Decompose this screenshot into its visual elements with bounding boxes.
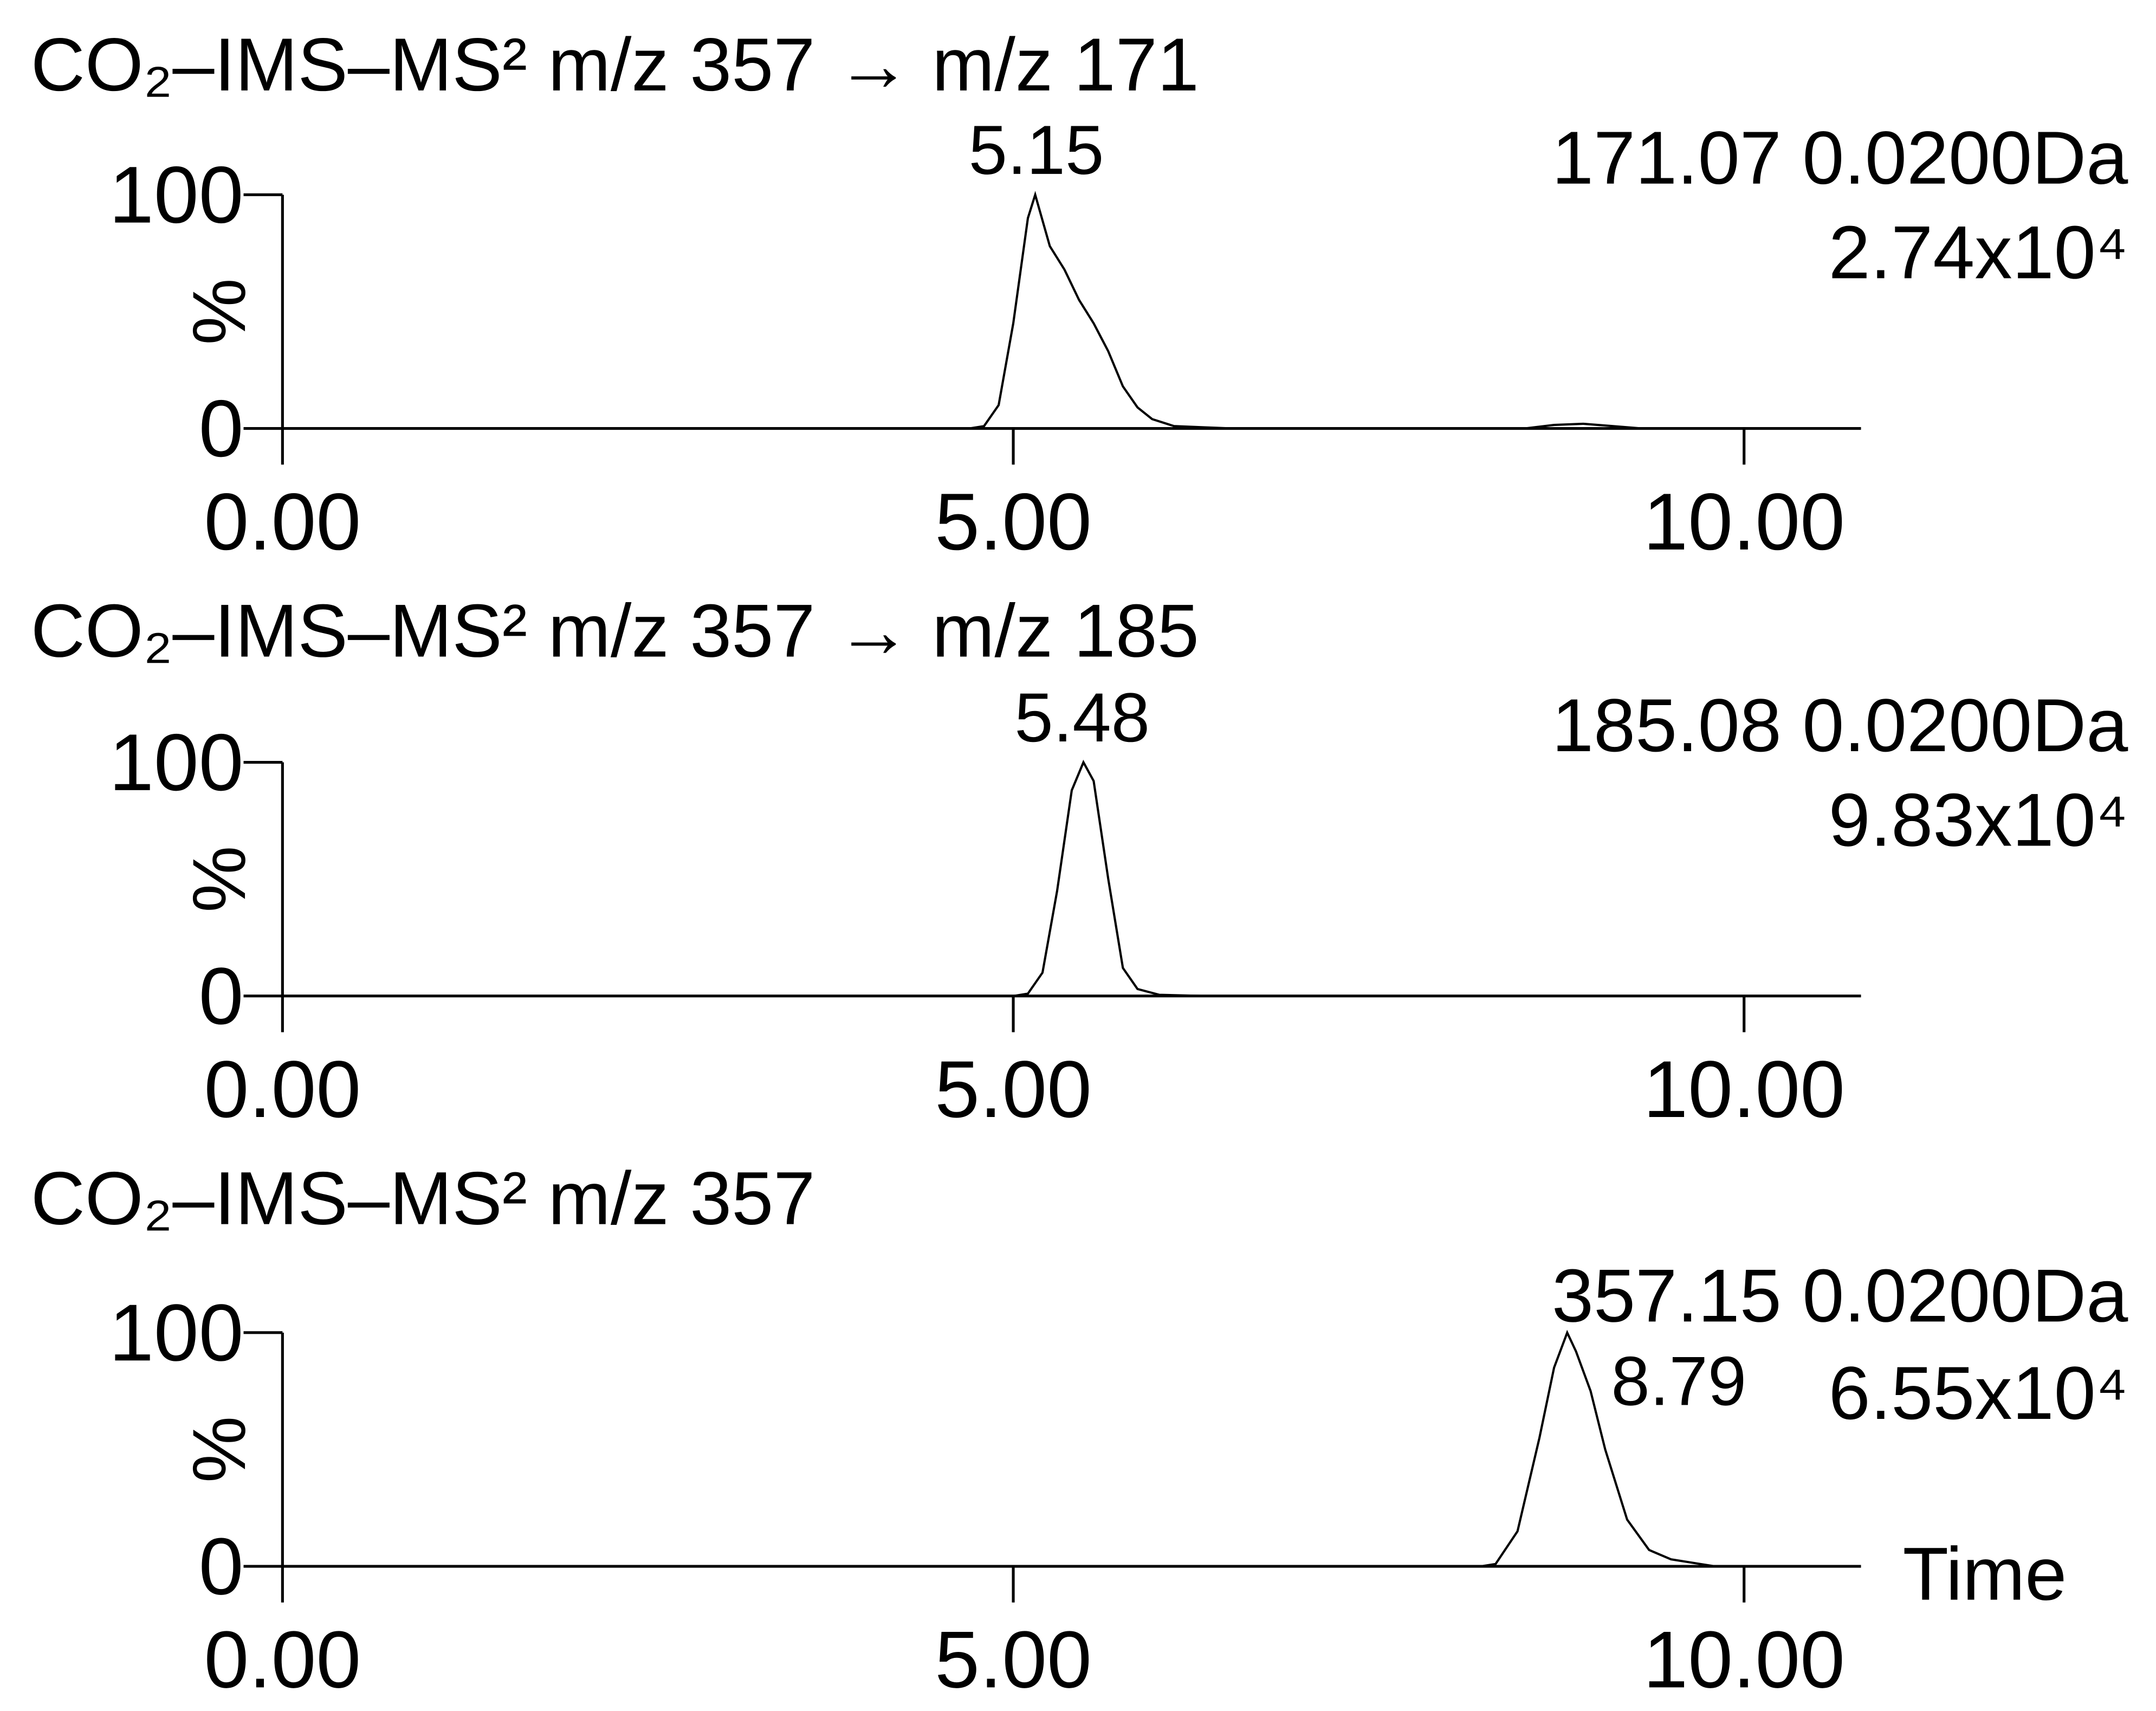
peak-label: 5.15 [969,112,1104,189]
peak-label: 5.48 [1014,679,1150,757]
y-tick-label: 100 [109,150,243,240]
x-tick-label: 0.00 [204,1614,361,1704]
x-tick-label: 0.00 [204,1044,361,1134]
x-tick-label: 5.00 [935,476,1092,567]
annotation: 357.15 0.0200Da [1552,1254,2128,1338]
x-axis-label: Time [1903,1533,2067,1616]
x-tick-label: 5.00 [935,1044,1092,1134]
y-tick-label: 0 [199,383,244,474]
y-tick-label: 100 [109,1287,243,1378]
panel-title: CO₂–IMS–MS² m/z 357 → m/z 185 [31,589,1199,673]
chromatogram-line [282,1329,1861,1568]
x-tick-label: 10.00 [1643,1614,1845,1704]
annotation: 6.55x10⁴ [1829,1352,2128,1435]
annotation: 9.83x10⁴ [1829,779,2128,862]
y-tick-label: 0 [199,951,244,1041]
x-tick-label: 0.00 [204,476,361,567]
x-tick-label: 10.00 [1643,476,1845,567]
y-axis-label: % [178,278,261,345]
y-axis-label: % [178,846,261,913]
peak-label: 8.79 [1611,1342,1746,1420]
chromatogram-line [282,759,1861,997]
panel-title: CO₂–IMS–MS² m/z 357 → m/z 171 [31,23,1199,107]
annotation: 171.07 0.0200Da [1552,117,2128,200]
y-tick-label: 0 [199,1521,244,1611]
x-tick-label: 5.00 [935,1614,1092,1704]
annotation: 2.74x10⁴ [1829,211,2128,294]
chromatogram-line [282,191,1861,430]
y-axis-label: % [178,1416,261,1483]
x-tick-label: 10.00 [1643,1044,1845,1134]
panel-title: CO₂–IMS–MS² m/z 357 [31,1157,815,1241]
annotation: 185.08 0.0200Da [1552,684,2128,767]
y-tick-label: 100 [109,717,243,808]
